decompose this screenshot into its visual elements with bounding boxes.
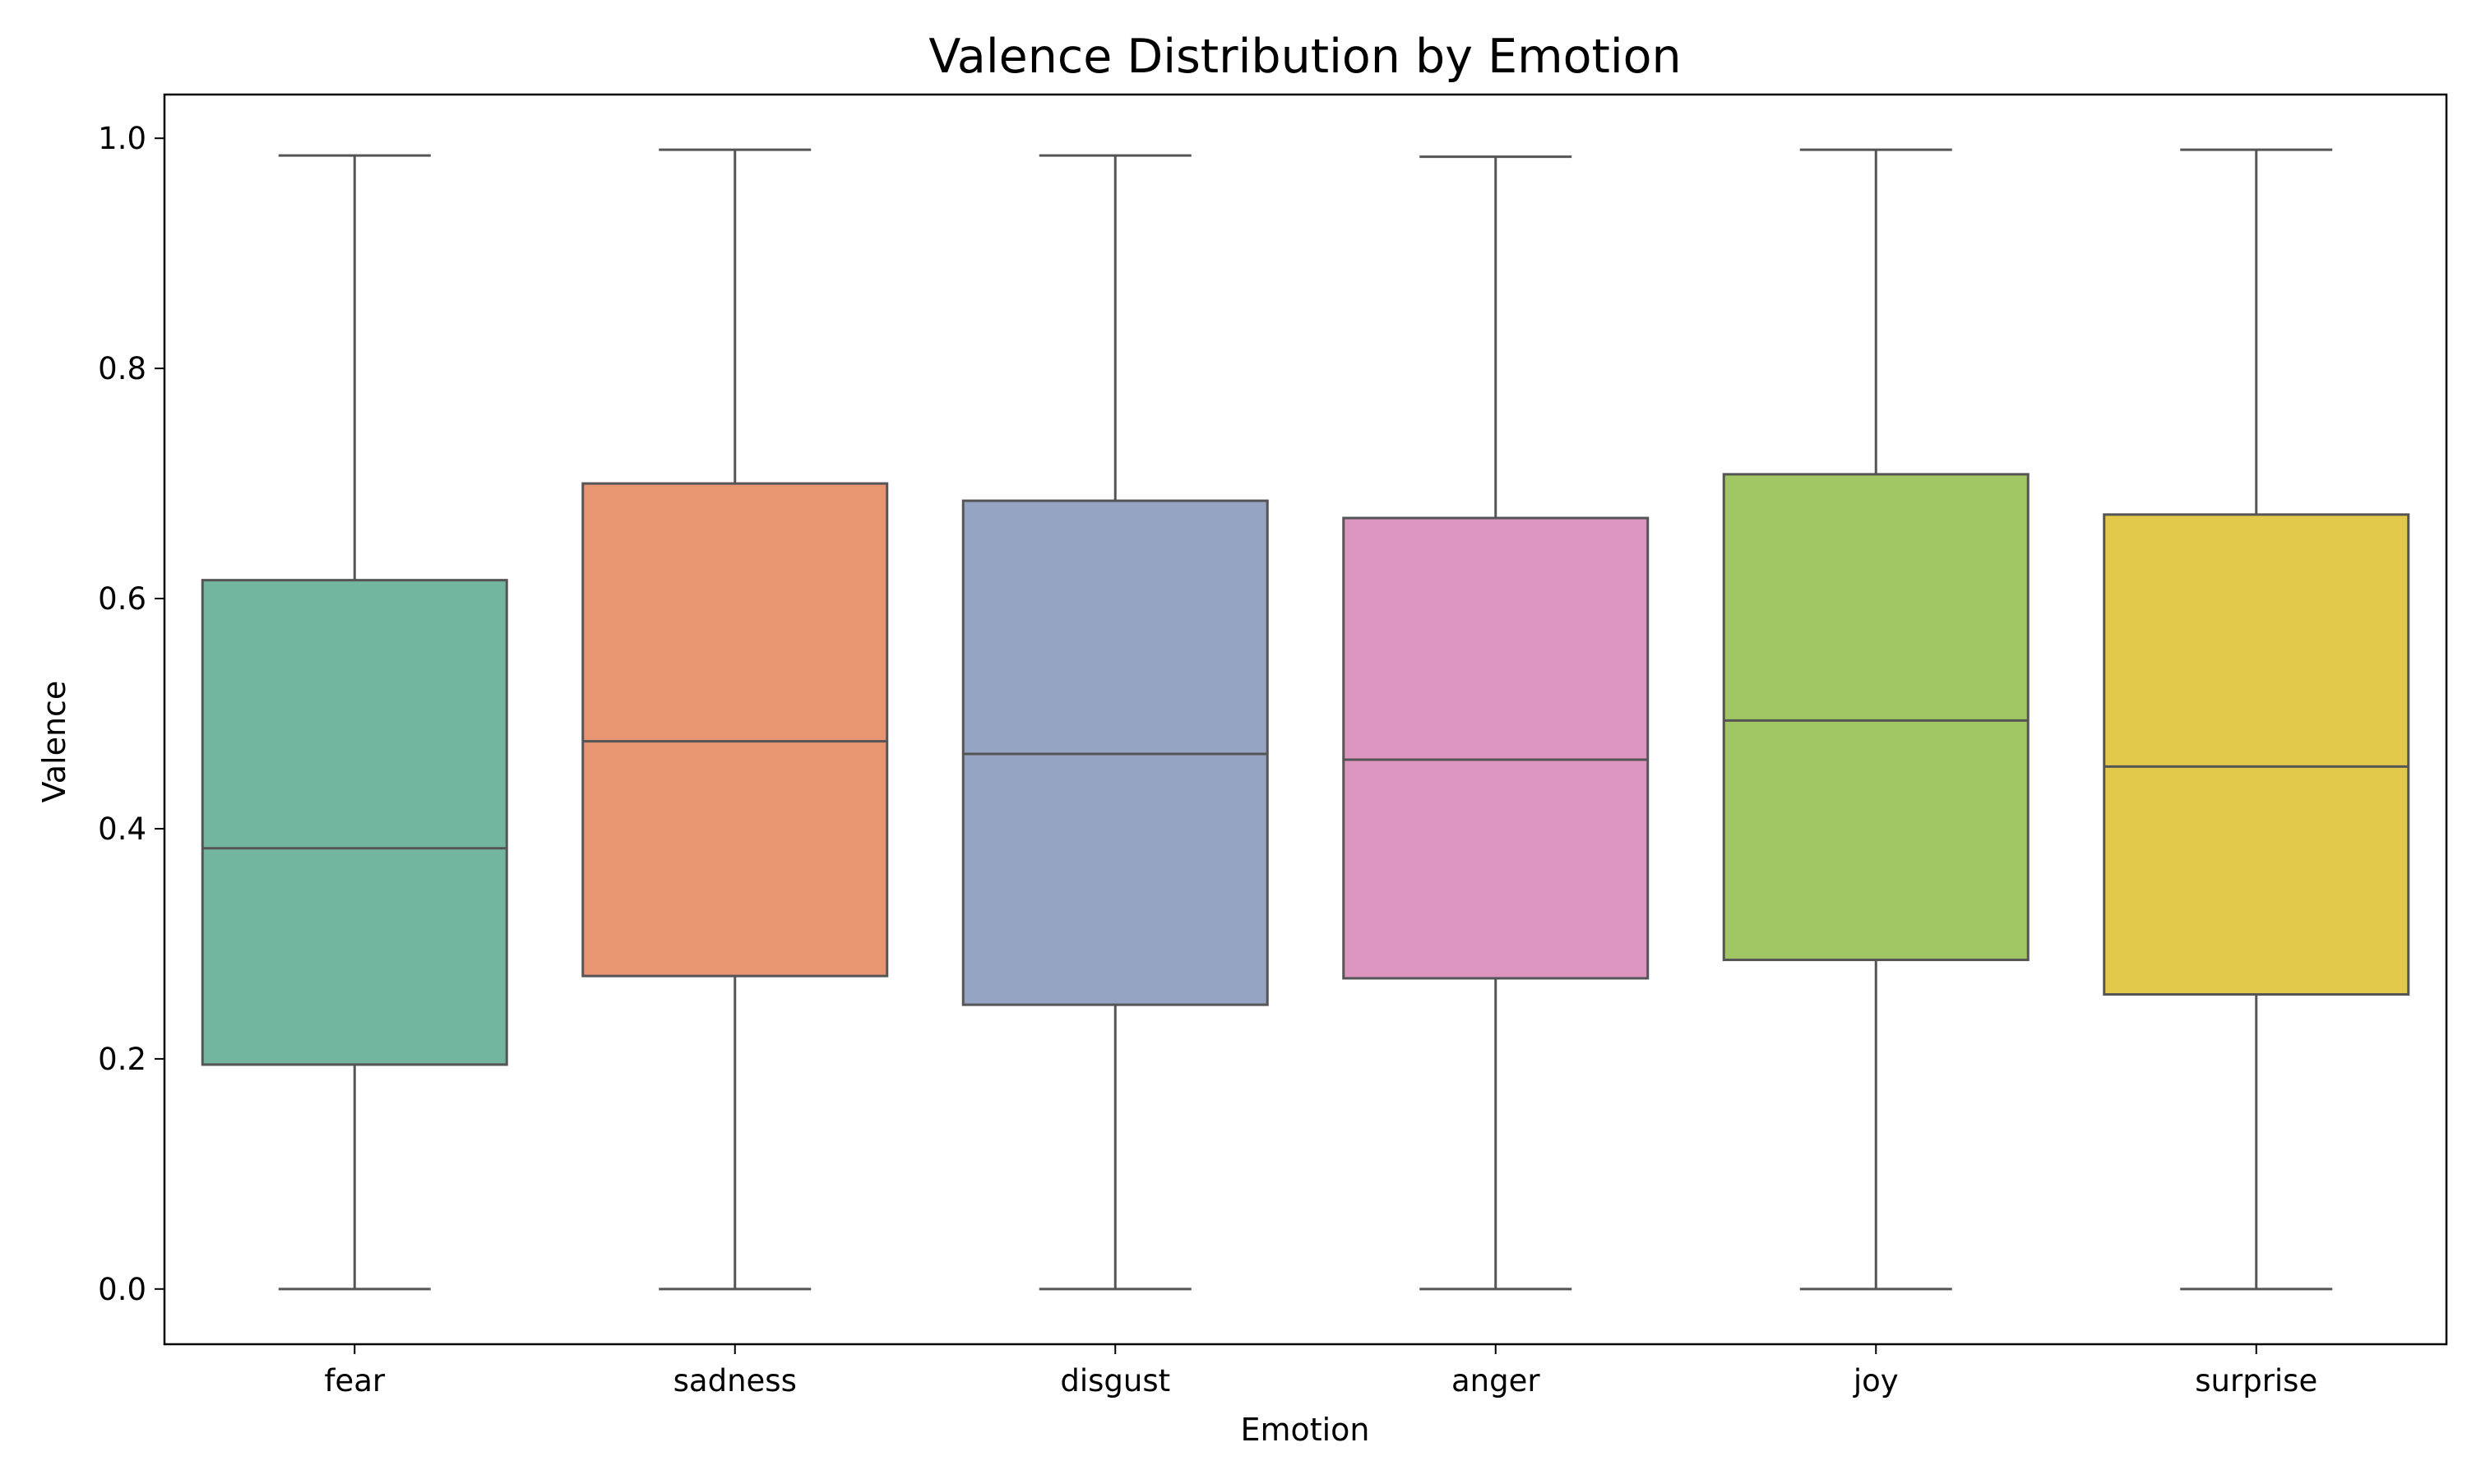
box-sadness	[581, 482, 889, 978]
y-tick-label-1.0: 1.0	[98, 121, 146, 156]
y-tick-label-0.8: 0.8	[98, 351, 146, 386]
x-tick-label-surprise: surprise	[2195, 1363, 2317, 1398]
x-tick-label-disgust: disgust	[1060, 1363, 1170, 1398]
plot-frame	[163, 93, 2448, 1346]
x-tick-label-sadness: sadness	[673, 1363, 797, 1398]
box-fear	[201, 579, 508, 1066]
box-surprise	[2103, 513, 2410, 996]
x-tick-label-anger: anger	[1451, 1363, 1540, 1398]
chart-title: Valence Distribution by Emotion	[928, 30, 1681, 84]
y-axis-label: Valence	[36, 681, 72, 803]
x-tick-label-fear: fear	[324, 1363, 385, 1398]
box-joy	[1722, 473, 2030, 962]
x-axis-label: Emotion	[1240, 1412, 1369, 1448]
y-tick-label-0.0: 0.0	[98, 1272, 146, 1307]
x-tick-label-joy: joy	[1853, 1363, 1899, 1398]
y-tick-label-0.2: 0.2	[98, 1042, 146, 1077]
box-anger	[1342, 516, 1650, 980]
plot-area: fear sadness disgust anger joy surprise 0.0 0.2…	[98, 93, 2448, 1398]
y-tick-label-0.6: 0.6	[98, 581, 146, 617]
y-tick-label-0.4: 0.4	[98, 811, 146, 847]
